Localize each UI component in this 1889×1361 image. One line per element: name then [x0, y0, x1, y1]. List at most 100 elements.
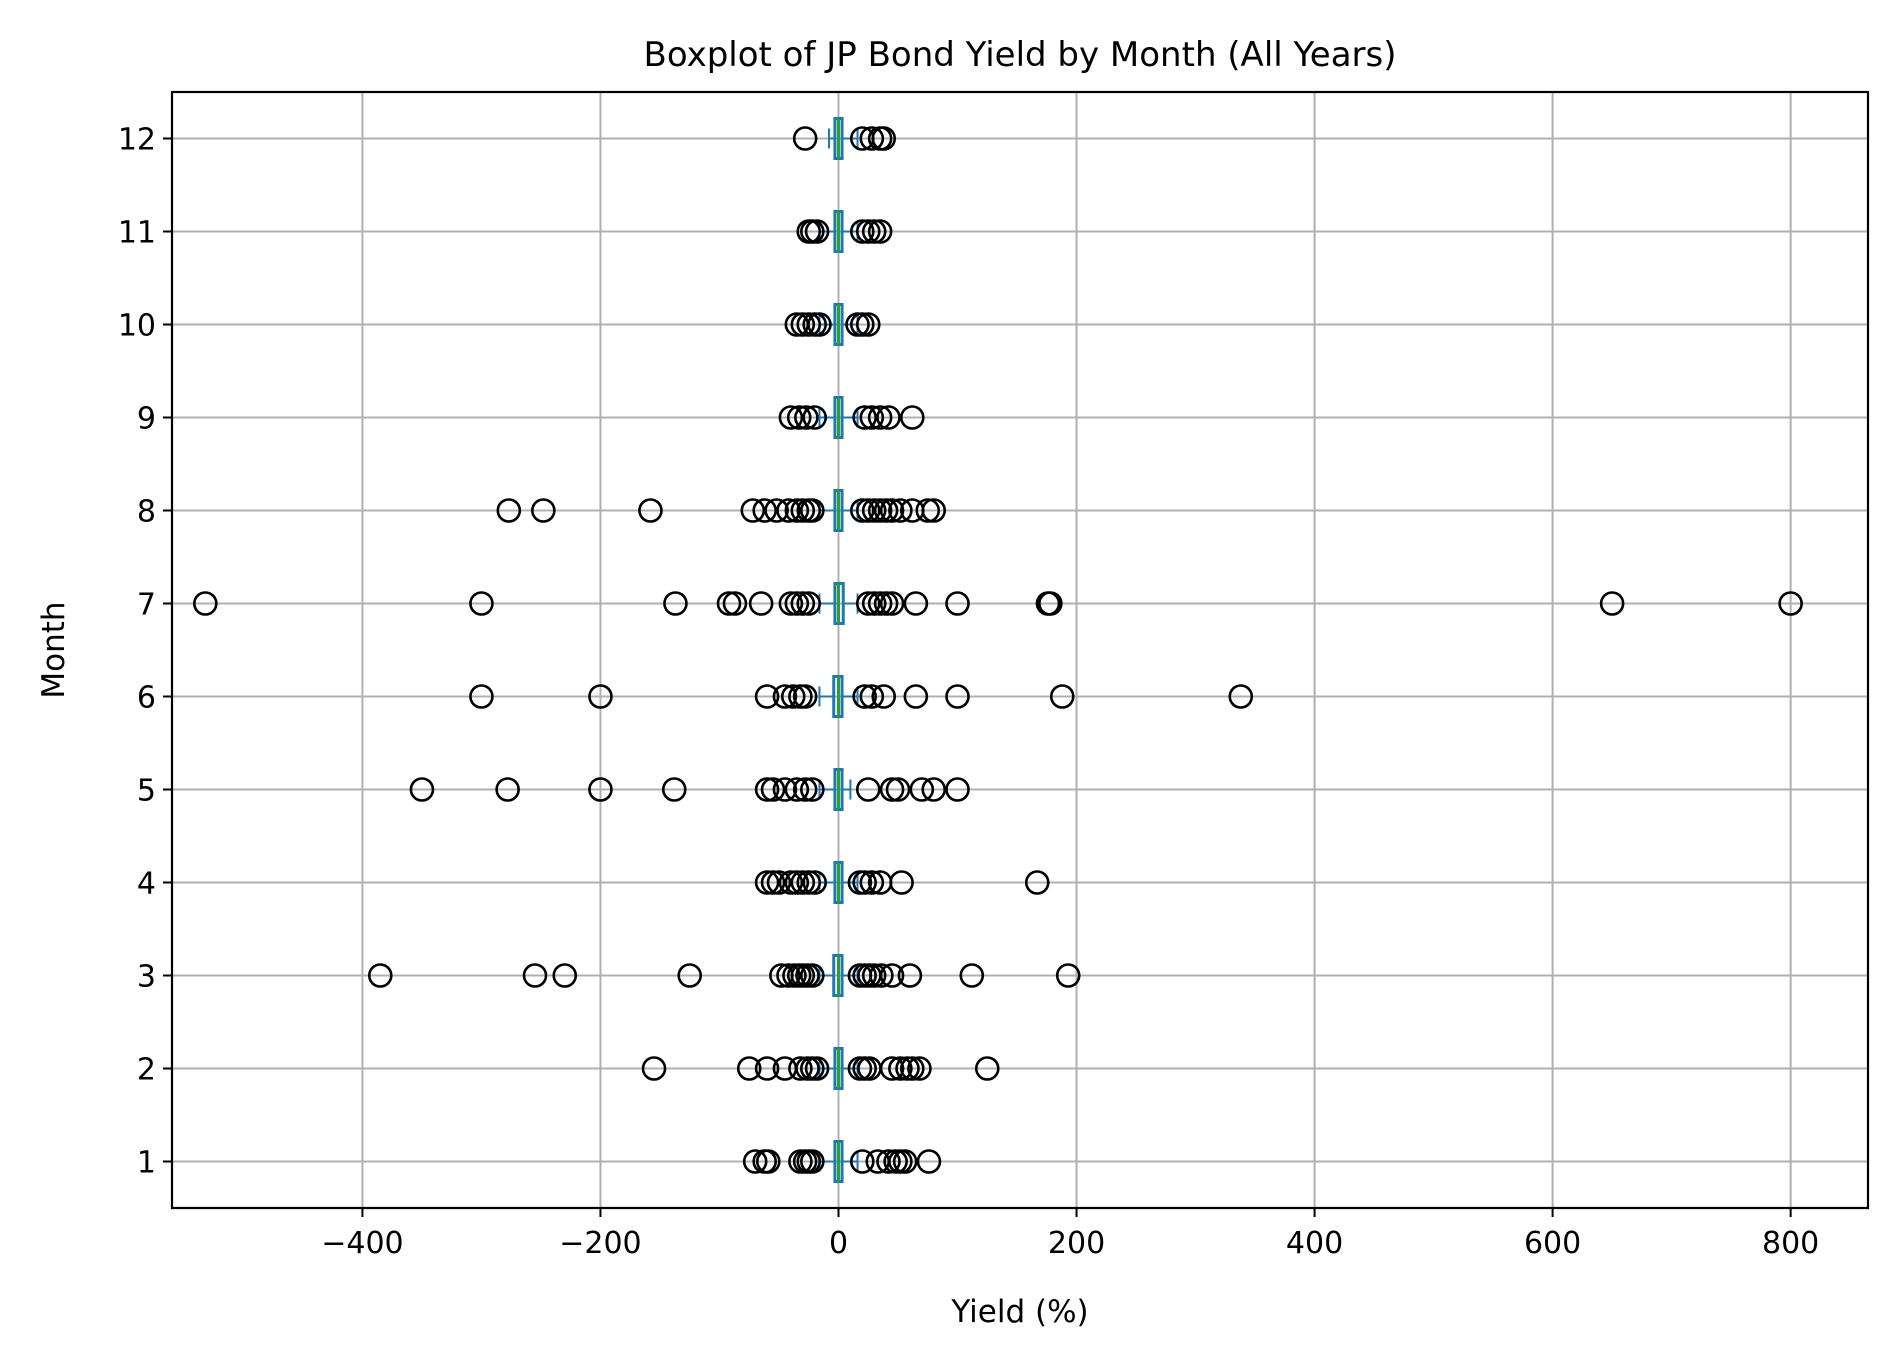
outlier-point — [788, 1056, 813, 1081]
outlier-point — [784, 498, 810, 523]
outlier-point — [859, 684, 885, 709]
outlier-point — [879, 1056, 905, 1081]
outlier-point — [873, 498, 899, 523]
outlier-point — [867, 405, 893, 430]
outlier-point — [754, 870, 780, 895]
outlier-point — [945, 777, 970, 802]
x-tick-label: 200 — [1048, 1226, 1105, 1261]
y-tick-label: 7 — [137, 588, 156, 623]
outlier-point — [871, 684, 897, 709]
boxes — [818, 117, 859, 1183]
outlier-point — [855, 498, 881, 523]
outlier-point — [800, 1149, 825, 1174]
outlier-point — [945, 591, 970, 616]
outlier-point — [859, 126, 885, 151]
outlier-point — [736, 1056, 762, 1081]
outlier-point — [780, 684, 806, 709]
outlier-point — [367, 963, 393, 988]
outlier-point — [879, 591, 905, 616]
outlier-point — [897, 963, 923, 988]
y-tick-label: 1 — [137, 1146, 156, 1181]
outlier-point — [861, 498, 887, 523]
outlier-point — [792, 126, 818, 151]
outlier-point — [792, 777, 818, 802]
outlier-point — [921, 777, 947, 802]
chart-title: Boxplot of JP Bond Yield by Month (All Y… — [644, 35, 1397, 75]
outlier-point — [792, 684, 818, 709]
outlier-point — [754, 777, 780, 802]
outlier-point — [784, 591, 810, 616]
outlier-point — [850, 219, 875, 244]
y-tick-label: 4 — [137, 867, 156, 902]
outlier-point — [892, 1149, 918, 1174]
outlier-point — [790, 498, 816, 523]
outlier-point — [855, 312, 881, 337]
outlier-point — [852, 870, 877, 895]
outlier-point — [588, 777, 613, 802]
outlier-point — [802, 405, 827, 430]
outlier-point — [409, 777, 435, 802]
outlier-point — [804, 219, 830, 244]
outlier-point — [1599, 591, 1625, 616]
outlier-point — [807, 312, 832, 337]
outlier-point — [859, 405, 885, 430]
outlier-point — [766, 870, 792, 895]
outlier-point — [1038, 591, 1063, 616]
outlier-point — [748, 591, 774, 616]
y-tick-label: 11 — [118, 216, 156, 251]
outlier-point — [859, 870, 885, 895]
outlier-point — [974, 1056, 1000, 1081]
outlier-point — [495, 777, 520, 802]
outlier-point — [850, 498, 875, 523]
box-month-12 — [827, 117, 859, 160]
outlier-point — [638, 498, 663, 523]
outlier-point — [469, 684, 494, 709]
outlier-point — [921, 498, 947, 523]
outlier-point — [1024, 870, 1050, 895]
outlier-point — [796, 870, 822, 895]
box-month-9 — [818, 396, 859, 439]
outlier-point — [867, 498, 893, 523]
outlier-point — [889, 870, 914, 895]
outlier-point — [531, 498, 556, 523]
outlier-point — [786, 405, 812, 430]
outlier-point — [722, 591, 748, 616]
x-tick-label: 0 — [829, 1226, 848, 1261]
outlier-point — [193, 591, 218, 616]
outlier-point — [855, 777, 881, 802]
outlier-point — [869, 963, 894, 988]
outlier-point — [899, 405, 925, 430]
outlier-point — [885, 777, 911, 802]
y-tick-label: 5 — [137, 774, 156, 809]
outlier-point — [800, 498, 825, 523]
plot-frame — [170, 90, 1870, 1210]
outlier-point — [861, 963, 887, 988]
outlier-point — [959, 963, 985, 988]
outlier-point — [784, 777, 810, 802]
outlier-point — [663, 591, 688, 616]
outlier-point — [800, 963, 825, 988]
x-axis-label: Yield (%) — [950, 1294, 1088, 1330]
y-tick-label: 8 — [137, 495, 156, 530]
outlier-point — [909, 777, 935, 802]
outlier-point — [879, 498, 905, 523]
outlier-point — [876, 405, 901, 430]
outlier-point — [784, 870, 810, 895]
outlier-point — [794, 405, 819, 430]
outlier-point — [879, 777, 905, 802]
outlier-point — [522, 963, 548, 988]
outlier-point — [802, 870, 827, 895]
outlier-point — [588, 684, 613, 709]
outlier-point — [790, 870, 816, 895]
outlier-point — [764, 498, 789, 523]
outlier-point — [861, 591, 887, 616]
outlier-point — [760, 777, 786, 802]
outlier-point — [778, 870, 804, 895]
outlier-point — [1049, 684, 1075, 709]
outlier-point — [945, 684, 970, 709]
outlier-point — [677, 963, 703, 988]
x-tick-label: 400 — [1286, 1226, 1343, 1261]
outlier-point — [873, 591, 899, 616]
